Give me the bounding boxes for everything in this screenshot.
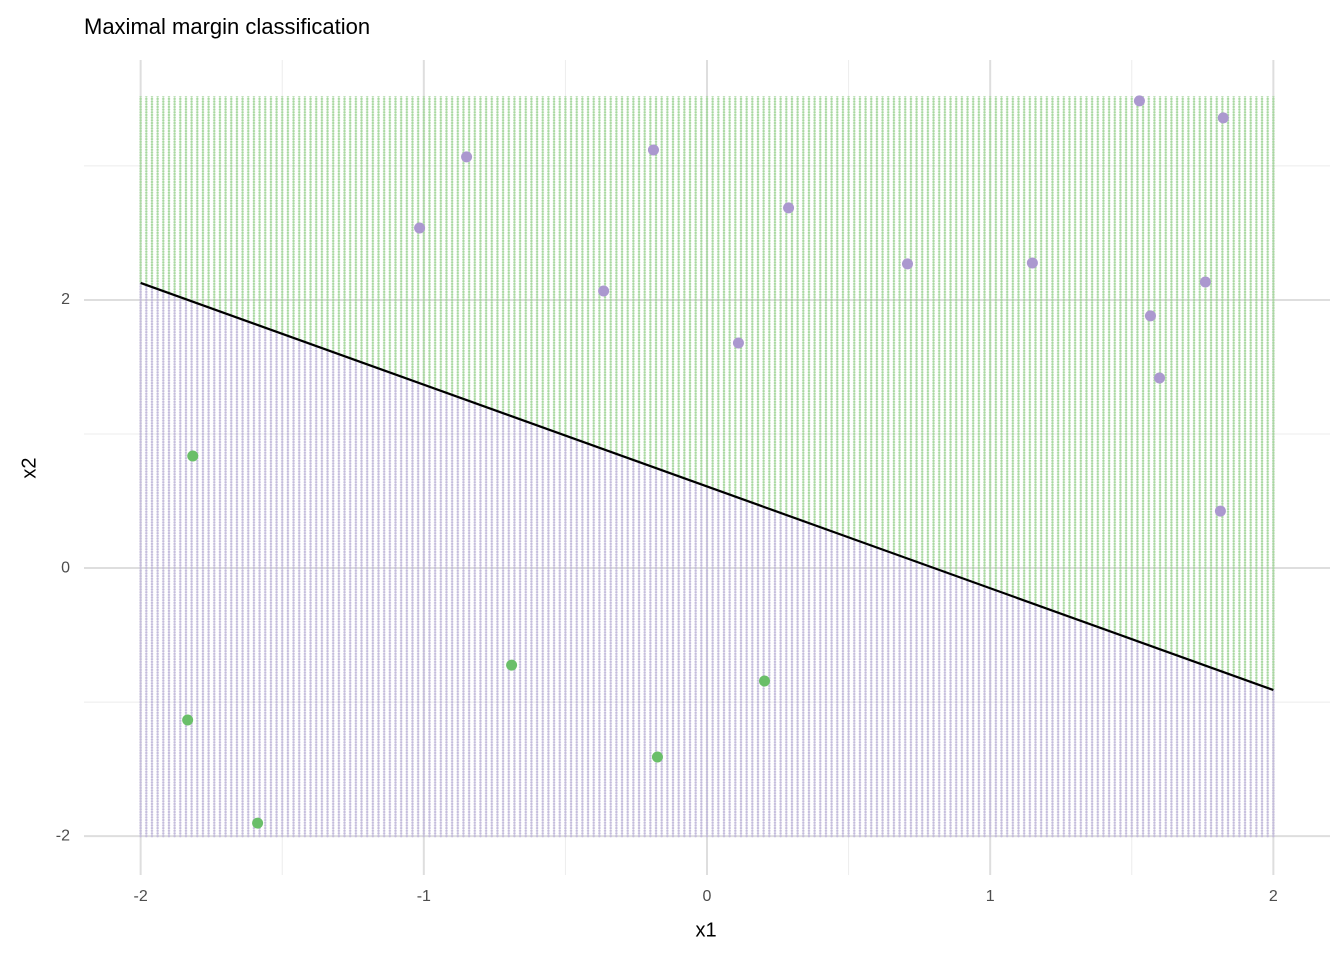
y-axis-label: x2 <box>18 457 40 478</box>
x-tick-label: 2 <box>1269 888 1278 905</box>
point <box>252 817 264 829</box>
point <box>598 285 610 297</box>
point <box>1154 372 1166 384</box>
y-tick-label: 0 <box>61 559 70 576</box>
x-tick-label: 1 <box>986 888 995 905</box>
point <box>461 151 473 163</box>
x-tick-label: -2 <box>134 888 148 905</box>
point <box>1026 257 1038 269</box>
point <box>187 450 199 462</box>
y-tick-label: -2 <box>56 827 70 844</box>
decision-line <box>140 281 1274 692</box>
point <box>901 258 913 270</box>
point <box>647 144 659 156</box>
x-axis-label: x1 <box>695 919 716 941</box>
point <box>1133 95 1145 107</box>
y-tick-label: 2 <box>61 291 70 308</box>
x-tick-label: 0 <box>703 888 712 905</box>
x-tick-label: -1 <box>417 888 431 905</box>
region-above <box>137 96 1277 691</box>
point <box>783 202 795 214</box>
point <box>1144 310 1156 322</box>
point <box>1199 276 1211 288</box>
point <box>414 222 426 234</box>
point <box>506 659 518 671</box>
chart-title: Maximal margin classification <box>84 14 370 39</box>
point <box>1217 112 1229 124</box>
region-below <box>137 282 1277 838</box>
point <box>758 675 770 687</box>
point <box>732 337 744 349</box>
point <box>182 714 194 726</box>
point <box>1214 505 1226 517</box>
point <box>651 751 663 763</box>
